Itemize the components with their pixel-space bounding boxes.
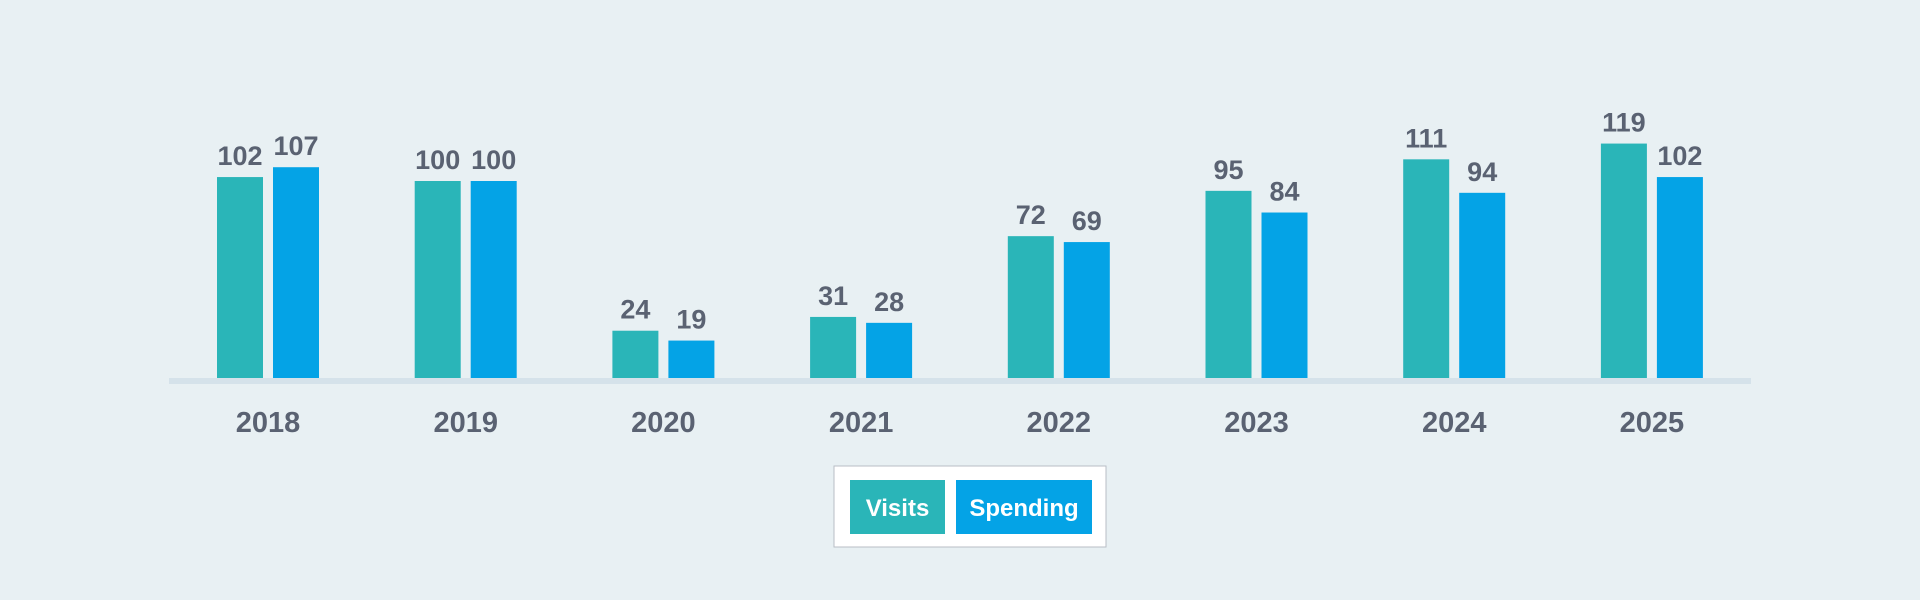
x-tick-label: 2022: [1027, 407, 1092, 439]
bar: [217, 177, 263, 378]
value-label: 19: [676, 305, 706, 335]
x-tick-label: 2020: [631, 407, 696, 439]
bar: [1459, 192, 1506, 378]
value-label: 94: [1467, 157, 1497, 187]
bar: [810, 316, 857, 378]
baseline: [169, 378, 1751, 384]
value-label: 102: [217, 141, 262, 171]
x-tick-label: 2021: [829, 407, 894, 439]
bar: [612, 330, 659, 378]
value-label: 24: [620, 295, 650, 325]
value-label: 111: [1405, 123, 1447, 153]
value-label: 102: [1657, 141, 1702, 171]
bar: [1600, 143, 1647, 378]
bar: [1063, 242, 1110, 378]
value-label: 28: [874, 287, 904, 317]
value-label: 100: [415, 145, 460, 175]
legend-label[interactable]: Visits: [866, 495, 930, 522]
x-tick-label: 2019: [433, 407, 498, 439]
value-label: 84: [1269, 177, 1299, 207]
value-label: 69: [1072, 206, 1102, 236]
bar: [1261, 212, 1308, 378]
bar: [470, 181, 517, 378]
bar: [273, 167, 319, 378]
bar: [1205, 190, 1252, 378]
legend-label[interactable]: Spending: [969, 495, 1078, 522]
value-label: 95: [1213, 155, 1243, 185]
bar: [1403, 159, 1450, 378]
x-tick-label: 2024: [1422, 407, 1487, 439]
bar: [668, 340, 715, 378]
x-tick-label: 2023: [1224, 407, 1289, 439]
value-label: 107: [273, 131, 318, 161]
legend-swatch[interactable]: [850, 480, 945, 534]
bar: [1007, 236, 1054, 378]
bar: [414, 181, 461, 378]
x-tick-label: 2018: [236, 407, 301, 439]
legend-swatch[interactable]: [956, 480, 1092, 534]
value-label: 72: [1016, 200, 1046, 230]
bar: [866, 322, 913, 378]
value-label: 100: [471, 145, 516, 175]
x-tick-label: 2025: [1620, 407, 1685, 439]
bar: [1656, 177, 1703, 378]
value-label: 31: [818, 281, 848, 311]
value-label: 119: [1602, 108, 1646, 138]
